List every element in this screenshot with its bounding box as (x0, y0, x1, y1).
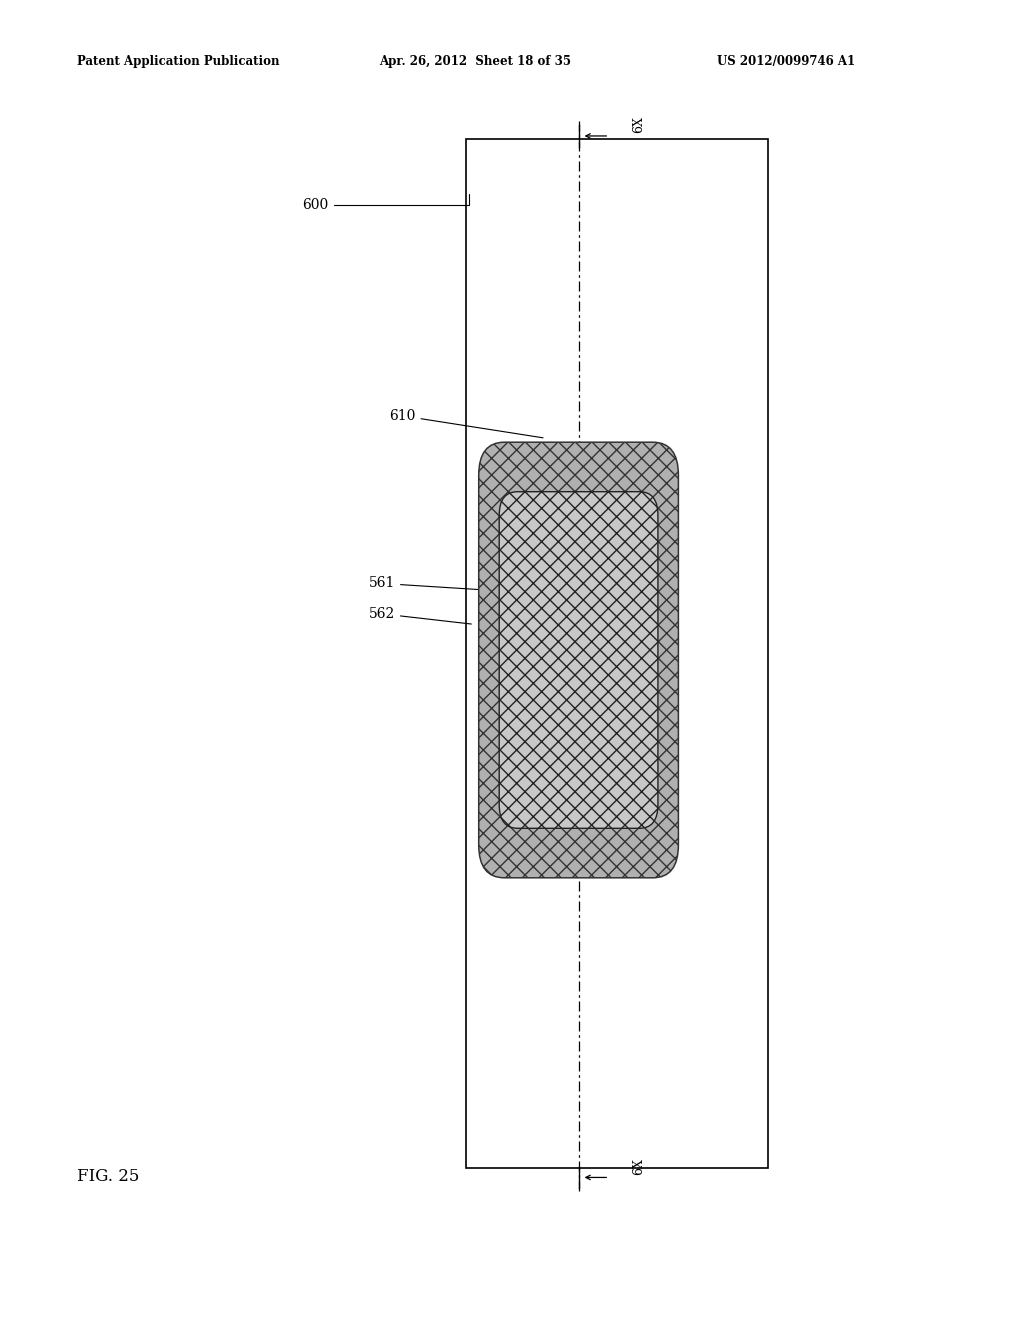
Text: Patent Application Publication: Patent Application Publication (77, 55, 280, 69)
Text: 610: 610 (389, 409, 543, 438)
Text: 6X: 6X (632, 116, 645, 133)
Text: Apr. 26, 2012  Sheet 18 of 35: Apr. 26, 2012 Sheet 18 of 35 (379, 55, 571, 69)
Text: 561: 561 (369, 577, 483, 590)
FancyBboxPatch shape (499, 492, 657, 829)
Text: 6X: 6X (632, 1158, 645, 1175)
Text: 600: 600 (302, 194, 469, 211)
Bar (466, 139, 768, 1168)
FancyBboxPatch shape (478, 442, 678, 878)
Text: US 2012/0099746 A1: US 2012/0099746 A1 (717, 55, 855, 69)
Text: FIG. 25: FIG. 25 (77, 1168, 139, 1185)
Text: 562: 562 (369, 607, 471, 624)
